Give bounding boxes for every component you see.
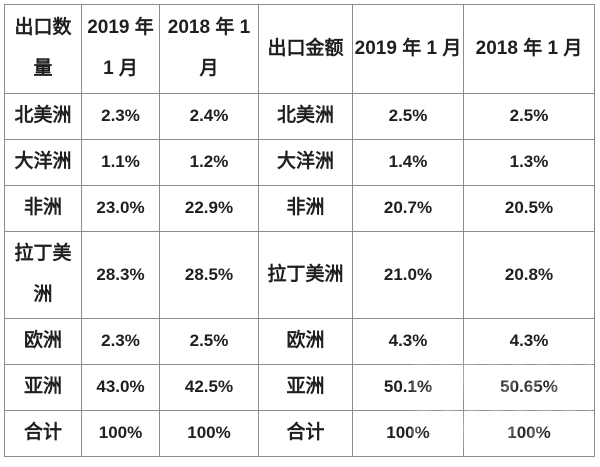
table-row-latin-america: 拉丁美 洲 28.3% 28.5% 拉丁美洲 21.0% 20.8% [4, 231, 595, 319]
table-row-total: 合计 100% 100% 合计 100% 100% [4, 410, 595, 457]
amt-region-label: 大洋洲 [258, 139, 353, 186]
amt-2018-value: 20.5% [463, 185, 595, 232]
qty-col-2019-header: 2019 年 1 月 [81, 4, 160, 94]
qty-2018-value: 2.5% [159, 318, 259, 365]
qty-2018-value: 1.2% [159, 139, 259, 186]
table-row-north-america: 北美洲 2.3% 2.4% 北美洲 2.5% 2.5% [4, 93, 595, 140]
amt-region-label: 欧洲 [258, 318, 353, 365]
table-row-asia: 亚洲 43.0% 42.5% 亚洲 50.1% 50.65% [4, 364, 595, 411]
table-row-oceania: 大洋洲 1.1% 1.2% 大洋洲 1.4% 1.3% [4, 139, 595, 186]
amt-col-2019-header: 2019 年 1 月 [352, 4, 464, 94]
amt-2018-value: 20.8% [463, 231, 595, 319]
amt-region-label: 北美洲 [258, 93, 353, 140]
qty-region-label: 拉丁美 洲 [4, 231, 82, 319]
qty-2018-value: 28.5% [159, 231, 259, 319]
amt-2019-value: 100% [352, 410, 464, 457]
qty-region-label: 非洲 [4, 185, 82, 232]
qty-region-label: 亚洲 [4, 364, 82, 411]
export-share-table: 出口数 量 2019 年 1 月 2018 年 1 月 出口金额 2019 年 … [4, 4, 595, 457]
amt-2018-value: 4.3% [463, 318, 595, 365]
qty-2018-value: 100% [159, 410, 259, 457]
qty-2019-value: 1.1% [81, 139, 160, 186]
amt-col-2018-header: 2018 年 1 月 [463, 4, 595, 94]
amt-2018-value: 100% [463, 410, 595, 457]
amt-2019-value: 20.7% [352, 185, 464, 232]
qty-2019-value: 2.3% [81, 318, 160, 365]
amt-2018-value: 50.65% [463, 364, 595, 411]
amt-2019-value: 1.4% [352, 139, 464, 186]
amt-2019-value: 2.5% [352, 93, 464, 140]
qty-2018-value: 42.5% [159, 364, 259, 411]
qty-2019-value: 23.0% [81, 185, 160, 232]
qty-region-label: 合计 [4, 410, 82, 457]
qty-2019-value: 100% [81, 410, 160, 457]
qty-region-label: 欧洲 [4, 318, 82, 365]
qty-2019-value: 43.0% [81, 364, 160, 411]
qty-table-title: 出口数 量 [4, 4, 82, 94]
header-row: 出口数 量 2019 年 1 月 2018 年 1 月 出口金额 2019 年 … [4, 4, 595, 94]
qty-2019-value: 28.3% [81, 231, 160, 319]
qty-2018-value: 2.4% [159, 93, 259, 140]
amt-2019-value: 4.3% [352, 318, 464, 365]
qty-region-label: 北美洲 [4, 93, 82, 140]
qty-2018-value: 22.9% [159, 185, 259, 232]
amt-2019-value: 50.1% [352, 364, 464, 411]
table-row-africa: 非洲 23.0% 22.9% 非洲 20.7% 20.5% [4, 185, 595, 232]
qty-col-2018-header: 2018 年 1 月 [159, 4, 259, 94]
amt-2018-value: 1.3% [463, 139, 595, 186]
amt-region-label: 非洲 [258, 185, 353, 232]
amt-2018-value: 2.5% [463, 93, 595, 140]
amt-region-label: 亚洲 [258, 364, 353, 411]
table-row-europe: 欧洲 2.3% 2.5% 欧洲 4.3% 4.3% [4, 318, 595, 365]
amt-table-title: 出口金额 [258, 4, 353, 94]
amt-region-label: 拉丁美洲 [258, 231, 353, 319]
amt-2019-value: 21.0% [352, 231, 464, 319]
qty-region-label: 大洋洲 [4, 139, 82, 186]
qty-2019-value: 2.3% [81, 93, 160, 140]
amt-region-label: 合计 [258, 410, 353, 457]
